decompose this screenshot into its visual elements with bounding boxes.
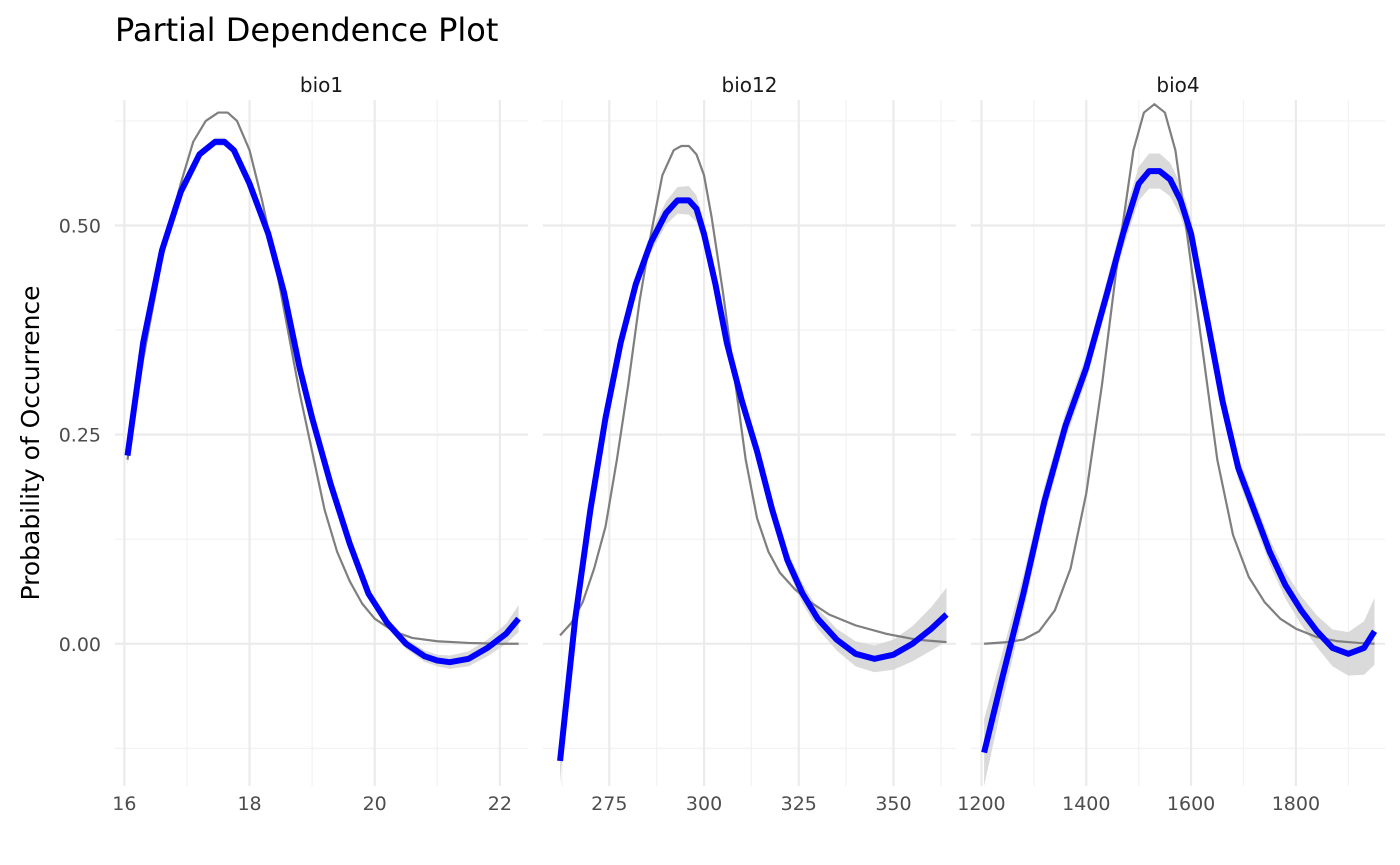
x-tick-label: 1200 xyxy=(957,793,1005,815)
confidence-band xyxy=(984,153,1375,786)
y-tick-label: 0.25 xyxy=(59,425,101,447)
strip-label: bio12 xyxy=(722,73,778,97)
panel-bio1: bio1 16 18 20 22 xyxy=(112,73,528,815)
x-tick-label: 20 xyxy=(363,793,387,815)
panel-plot-area xyxy=(124,111,521,669)
x-tick-label: 22 xyxy=(488,793,512,815)
panel-bio12: bio12 275 300 325 350 xyxy=(543,73,956,815)
partial-dependence-line xyxy=(126,111,519,645)
facet-panels: 0.00 0.25 0.50 bio1 16 18 20 22 bio12 275 300 325 35… xyxy=(59,73,1385,815)
x-tick-label: 300 xyxy=(686,793,722,815)
x-tick-label: 1600 xyxy=(1167,793,1215,815)
confidence-band xyxy=(560,186,947,782)
x-tick-label: 1800 xyxy=(1272,793,1320,815)
panel-bio4: bio4 1200 1400 1600 1800 xyxy=(957,73,1385,815)
panel-plot-area xyxy=(981,103,1378,786)
chart-title: Partial Dependence Plot xyxy=(115,11,498,49)
smoothed-trend-line xyxy=(981,168,1378,754)
x-tick-label: 275 xyxy=(591,793,627,815)
y-tick-label: 0.00 xyxy=(59,634,101,656)
smoothed-trend-line xyxy=(557,197,949,762)
smoothed-trend-line xyxy=(124,138,521,666)
x-tick-label: 325 xyxy=(781,793,817,815)
y-tick-label: 0.50 xyxy=(59,215,101,237)
confidence-band xyxy=(127,137,519,669)
partial-dependence-line xyxy=(559,144,947,644)
x-tick-label: 350 xyxy=(875,793,911,815)
x-tick-label: 18 xyxy=(237,793,261,815)
x-tick-label: 16 xyxy=(112,793,136,815)
partial-dependence-line xyxy=(984,103,1375,645)
strip-label: bio1 xyxy=(300,73,343,97)
y-axis-label: Probability of Occurrence xyxy=(16,285,45,600)
strip-label: bio4 xyxy=(1156,73,1199,97)
panel-plot-area xyxy=(557,144,949,782)
x-tick-label: 1400 xyxy=(1062,793,1110,815)
